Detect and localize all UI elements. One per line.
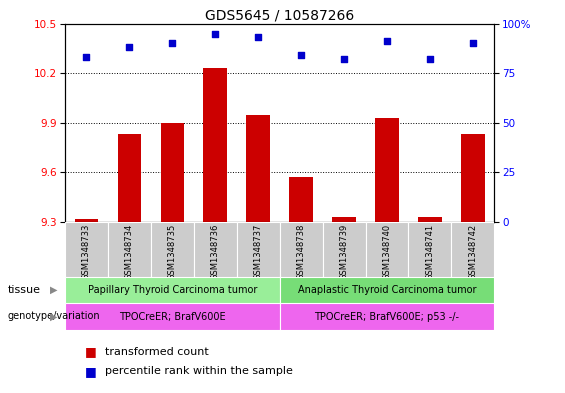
Bar [289,177,313,222]
Text: GSM1348733: GSM1348733 [82,224,91,280]
Bar [65,303,280,330]
Bar [323,222,366,277]
Bar [65,222,108,277]
Bar [366,222,408,277]
Point [82,54,91,61]
Text: GSM1348736: GSM1348736 [211,224,220,280]
Bar [375,118,399,222]
Point [297,52,306,59]
Bar [418,217,442,222]
Title: GDS5645 / 10587266: GDS5645 / 10587266 [205,8,354,22]
Text: GSM1348741: GSM1348741 [425,224,434,280]
Text: ▶: ▶ [50,285,57,295]
Text: TPOCreER; BrafV600E: TPOCreER; BrafV600E [119,312,225,321]
Point [168,40,177,47]
Text: GSM1348735: GSM1348735 [168,224,177,280]
Bar [237,222,280,277]
Text: transformed count: transformed count [105,347,208,357]
Bar [280,303,494,330]
Bar [408,222,451,277]
Bar [194,222,237,277]
Text: GSM1348740: GSM1348740 [383,224,392,280]
Point [383,38,392,44]
Bar [461,134,485,222]
Point [254,34,263,40]
Bar [451,222,494,277]
Bar [75,219,98,222]
Bar [118,134,141,222]
Bar [280,222,323,277]
Text: TPOCreER; BrafV600E; p53 -/-: TPOCreER; BrafV600E; p53 -/- [315,312,459,321]
Bar [246,114,270,222]
Text: ▶: ▶ [50,311,57,321]
Text: ■: ■ [85,365,96,378]
Text: tissue: tissue [7,285,40,295]
Point [211,30,220,37]
Text: GSM1348734: GSM1348734 [125,224,134,280]
Point [425,56,434,62]
Bar [203,68,227,222]
Bar [151,222,194,277]
Point [468,40,477,47]
Text: GSM1348739: GSM1348739 [340,224,349,280]
Text: GSM1348737: GSM1348737 [254,224,263,280]
Bar [160,123,184,222]
Text: GSM1348738: GSM1348738 [297,224,306,280]
Bar [65,277,280,303]
Bar [332,217,356,222]
Text: Anaplastic Thyroid Carcinoma tumor: Anaplastic Thyroid Carcinoma tumor [298,285,476,295]
Bar [280,277,494,303]
Text: ■: ■ [85,345,96,358]
Bar [108,222,151,277]
Point [125,44,134,51]
Text: GSM1348742: GSM1348742 [468,224,477,280]
Text: Papillary Thyroid Carcinoma tumor: Papillary Thyroid Carcinoma tumor [88,285,257,295]
Point [340,56,349,62]
Text: genotype/variation: genotype/variation [7,311,100,321]
Text: percentile rank within the sample: percentile rank within the sample [105,366,293,376]
